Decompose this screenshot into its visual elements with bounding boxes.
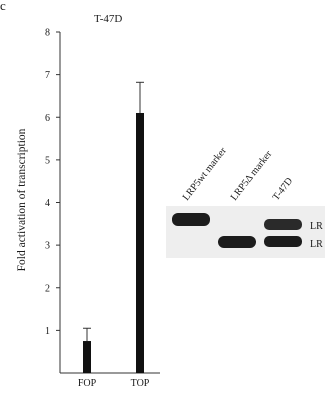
bar-top xyxy=(136,112,144,374)
y-tick-label: 7 xyxy=(45,70,50,81)
bar-fop xyxy=(83,341,91,373)
blot-band-t47d-upper xyxy=(264,219,302,230)
y-tick-label: 3 xyxy=(45,241,50,252)
y-axis-label: Fold activation of transcription xyxy=(16,128,28,271)
lane-label-lrp5delta-marker: LRP5Δ marker xyxy=(229,148,275,203)
bars xyxy=(83,81,144,374)
x-tick-label-top: TOP xyxy=(131,378,150,389)
blot-band-lrp5wt-marker xyxy=(172,213,210,226)
x-labels: FOP TOP xyxy=(78,378,150,389)
y-tick-label: 8 xyxy=(45,28,50,39)
y-tick-label: 6 xyxy=(45,113,50,124)
x-tick-label-fop: FOP xyxy=(78,378,97,389)
lane-label-lrp5wt-marker: LRP5wt marker xyxy=(181,145,230,203)
band-label-upper: LR xyxy=(310,221,323,232)
y-tick-label: 2 xyxy=(45,283,50,294)
chart-title: T-47D xyxy=(94,13,122,25)
panel-letter: c xyxy=(0,0,6,13)
y-tick-label: 4 xyxy=(45,198,50,209)
y-tick-label: 1 xyxy=(45,326,50,337)
y-ticks: 1 2 3 4 5 6 7 8 xyxy=(45,28,60,337)
blot-band-t47d-lower xyxy=(264,236,302,247)
blot-band-lrp5delta-marker xyxy=(218,236,256,248)
western-blot: LRP5wt marker LRP5Δ marker T-47D LR LR xyxy=(166,145,325,258)
band-label-lower: LR xyxy=(310,239,323,250)
lane-label-t47d: T-47D xyxy=(271,176,296,203)
y-tick-label: 5 xyxy=(45,155,50,166)
